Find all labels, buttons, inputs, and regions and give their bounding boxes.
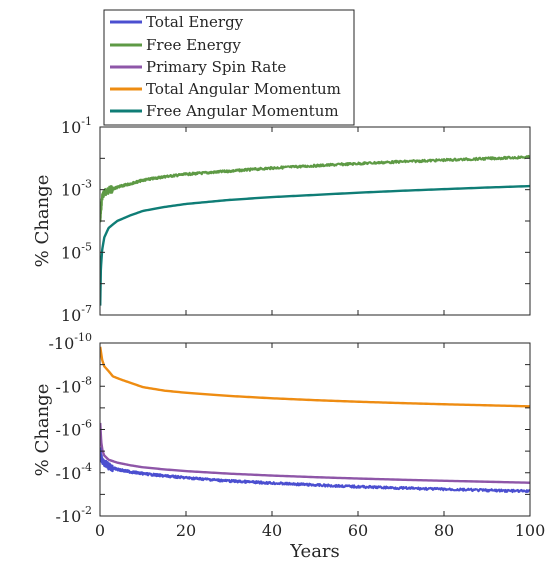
top-y-tick-label: 10-3 (61, 178, 92, 200)
bottom-series-total-energy (100, 447, 530, 494)
top-axes-box (99, 126, 531, 316)
legend-label-primary-spin-rate: Primary Spin Rate (146, 58, 286, 76)
bottom-series-layer (100, 346, 530, 494)
legend: Total Energy Free Energy Primary Spin Ra… (103, 9, 355, 126)
top-y-tick-label: 10-7 (61, 303, 92, 325)
legend-label-free-angular-momentum: Free Angular Momentum (146, 102, 339, 120)
bottom-y-tick-label: -10-2 (56, 504, 92, 526)
x-tick-label: 20 (176, 521, 196, 540)
bottom-y-axis-label: % Change (32, 384, 53, 477)
top-y-axis-label: % Change (32, 175, 53, 268)
legend-box (103, 9, 355, 126)
top-series-free-energy (100, 154, 530, 223)
top-y-tick-label: 10-5 (61, 240, 92, 262)
bottom-panel: -10-10-10-8-10-6-10-4-10-2 0 20 40 60 80 100 … (32, 331, 545, 562)
bottom-y-ticks: -10-10 -10-8 -10-6 -10-4 -10-2 (49, 331, 530, 526)
x-tick-label: 0 (95, 521, 105, 540)
top-series-free-angular-momentum (100, 184, 530, 306)
x-tick-label: 100 (515, 521, 546, 540)
top-y-ticks: 10-1 10-3 10-5 10-7 (61, 115, 531, 325)
top-y-tick-label: 10-1 (61, 115, 92, 137)
top-series-layer (100, 154, 530, 306)
bottom-series-total-angular-momentum (100, 346, 530, 408)
bottom-x-ticks: 0 20 40 60 80 100 (95, 343, 545, 540)
top-panel: 10-1 10-3 10-5 10-7 % Change (32, 115, 531, 325)
bottom-y-tick-label: -10-8 (56, 374, 92, 396)
legend-label-free-energy: Free Energy (146, 36, 241, 54)
bottom-y-tick-label: -10-10 (49, 331, 92, 353)
bottom-series-primary-spin-rate (100, 422, 530, 484)
bottom-y-tick-label: -10-4 (56, 461, 92, 483)
x-tick-label: 60 (348, 521, 368, 540)
bottom-y-tick-label: -10-6 (56, 418, 92, 440)
x-axis-label: Years (289, 541, 340, 562)
x-tick-label: 80 (434, 521, 454, 540)
legend-label-total-angular-momentum: Total Angular Momentum (146, 80, 341, 98)
x-tick-label: 40 (262, 521, 282, 540)
legend-label-total-energy: Total Energy (146, 13, 244, 31)
